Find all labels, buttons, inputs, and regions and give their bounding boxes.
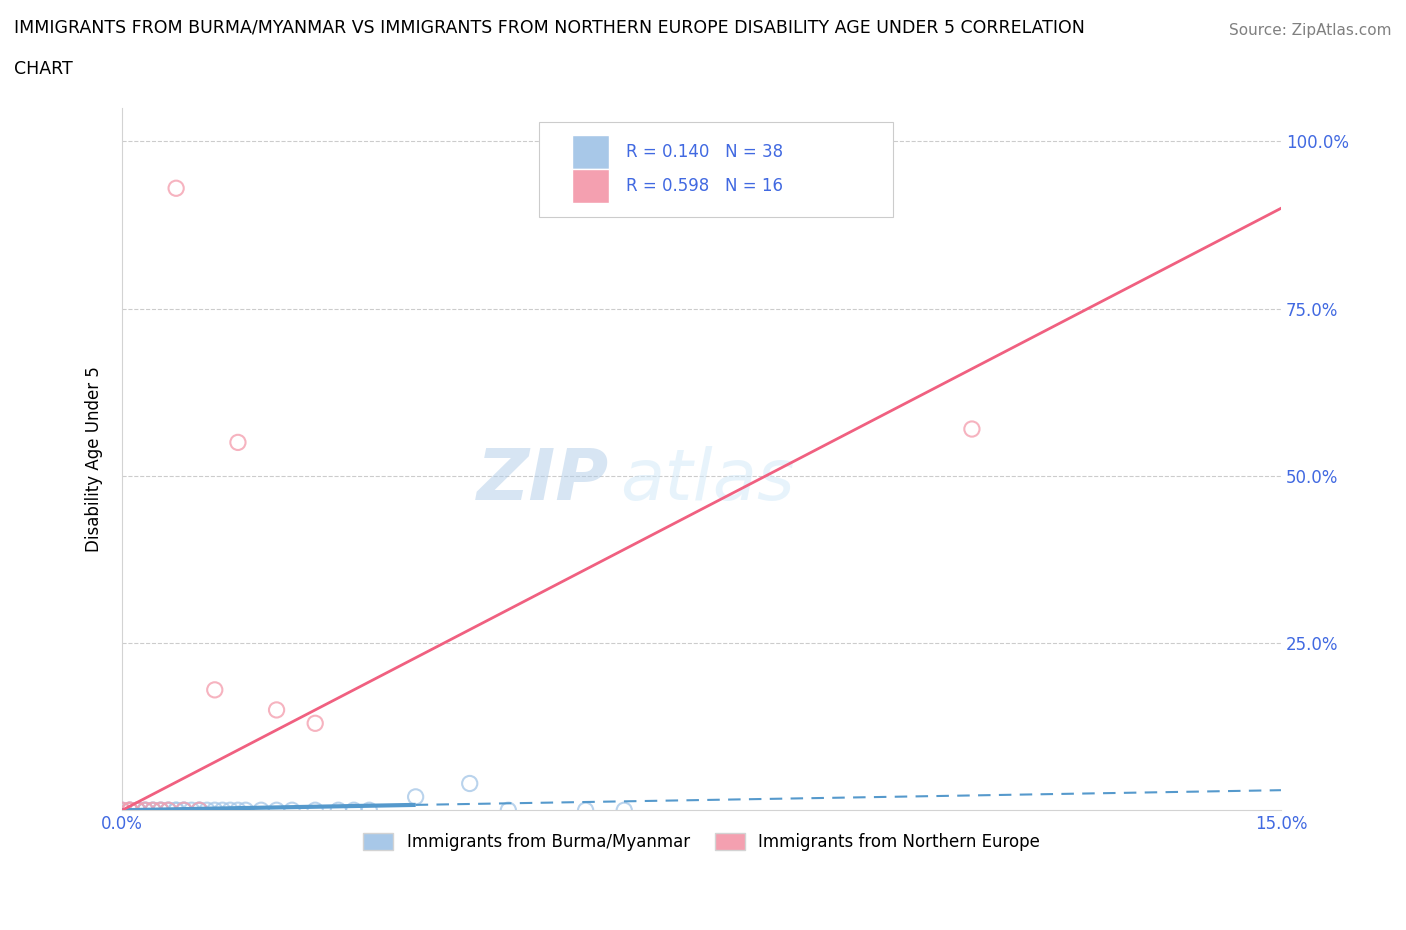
Point: [188, 803, 211, 817]
Point: [111, 803, 134, 817]
Point: [226, 803, 249, 817]
Point: [173, 803, 195, 817]
Point: [149, 803, 172, 817]
Text: ZIP: ZIP: [477, 445, 609, 514]
Point: [165, 803, 187, 817]
Point: [142, 803, 165, 817]
Text: Source: ZipAtlas.com: Source: ZipAtlas.com: [1229, 23, 1392, 38]
Point: [195, 803, 218, 817]
Point: [235, 803, 257, 817]
Point: [180, 803, 202, 817]
Point: [211, 803, 233, 817]
Text: CHART: CHART: [14, 60, 73, 78]
Point: [149, 803, 172, 817]
Point: [281, 803, 304, 817]
Point: [204, 803, 226, 817]
Point: [127, 803, 149, 817]
Point: [127, 803, 149, 817]
Point: [304, 803, 326, 817]
Point: [134, 803, 156, 817]
Point: [127, 803, 149, 817]
Point: [343, 803, 366, 817]
Point: [157, 803, 180, 817]
Text: IMMIGRANTS FROM BURMA/MYANMAR VS IMMIGRANTS FROM NORTHERN EUROPE DISABILITY AGE : IMMIGRANTS FROM BURMA/MYANMAR VS IMMIGRA…: [14, 19, 1085, 36]
Point: [498, 803, 520, 817]
Point: [219, 803, 242, 817]
Point: [250, 803, 273, 817]
Point: [266, 702, 288, 717]
Point: [188, 803, 211, 817]
Point: [149, 803, 172, 817]
Bar: [572, 136, 609, 169]
Point: [328, 803, 350, 817]
Point: [118, 803, 141, 817]
Point: [173, 803, 195, 817]
Text: atlas: atlas: [620, 445, 794, 514]
Point: [575, 803, 598, 817]
Legend: Immigrants from Burma/Myanmar, Immigrants from Northern Europe: Immigrants from Burma/Myanmar, Immigrant…: [357, 827, 1046, 858]
Point: [304, 716, 326, 731]
Point: [111, 803, 134, 817]
Point: [359, 803, 381, 817]
Bar: [572, 169, 609, 203]
Point: [960, 421, 983, 436]
Point: [165, 180, 187, 195]
Text: R = 0.140   N = 38: R = 0.140 N = 38: [626, 143, 783, 161]
Point: [173, 803, 195, 817]
Point: [204, 683, 226, 698]
Point: [134, 803, 156, 817]
Point: [613, 803, 636, 817]
Point: [118, 803, 141, 817]
Point: [142, 803, 165, 817]
Point: [142, 803, 165, 817]
FancyBboxPatch shape: [540, 122, 893, 217]
Point: [266, 803, 288, 817]
Point: [134, 803, 156, 817]
Point: [188, 803, 211, 817]
Point: [165, 803, 187, 817]
Point: [226, 435, 249, 450]
Point: [118, 803, 141, 817]
Text: R = 0.598   N = 16: R = 0.598 N = 16: [626, 177, 783, 195]
Point: [405, 790, 427, 804]
Point: [458, 776, 481, 790]
Point: [157, 803, 180, 817]
Y-axis label: Disability Age Under 5: Disability Age Under 5: [86, 366, 103, 552]
Point: [157, 803, 180, 817]
Point: [118, 803, 141, 817]
